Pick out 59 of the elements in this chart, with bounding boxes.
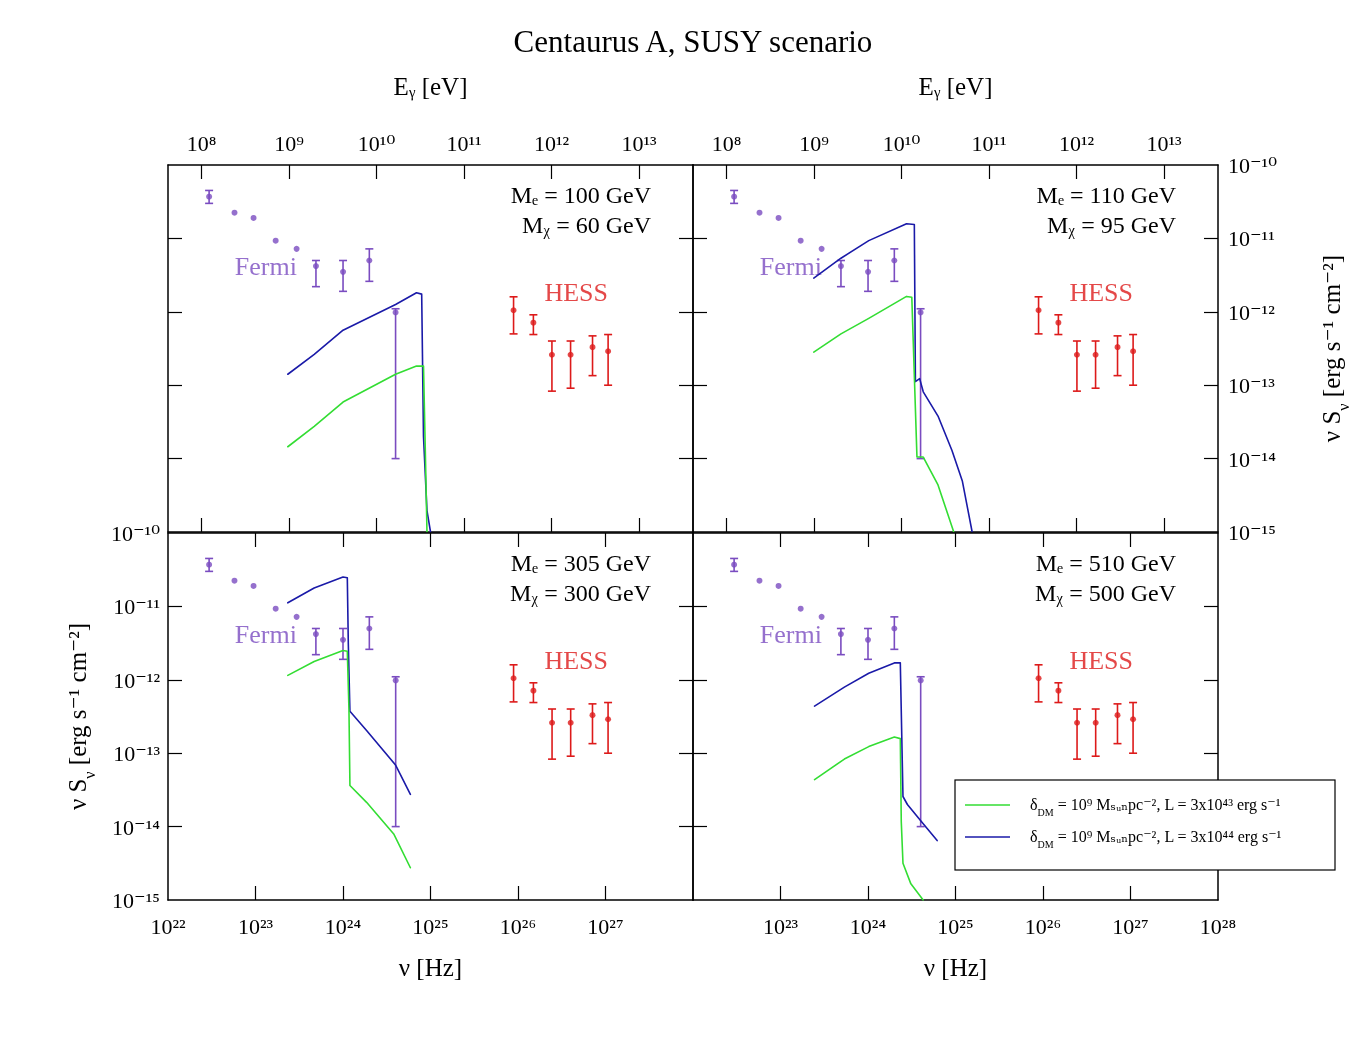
series-label: HESS — [544, 646, 608, 676]
x-tick-label: 10²⁵ — [412, 914, 449, 939]
x-tick-label: 10²⁷ — [1112, 914, 1149, 939]
x-axis-title: Eᵧ [eV] — [393, 73, 468, 101]
series-label: HESS — [544, 278, 608, 308]
x-axis-title: Eᵧ [eV] — [918, 73, 993, 101]
series-label: Fermi — [759, 619, 822, 649]
y-tick-label: 10⁻¹⁰ — [1228, 153, 1278, 178]
x-axis-title: ν [Hz] — [923, 954, 988, 981]
y-tick-label: 10⁻¹² — [113, 667, 161, 693]
annotation: Mₑ = 110 GeV — [1036, 182, 1177, 208]
annotation: Mᵪ = 95 GeV — [1047, 212, 1177, 239]
series-label: HESS — [1069, 278, 1133, 308]
x-tick-label: 10²⁶ — [499, 914, 537, 939]
annotation: Mₑ = 100 GeV — [510, 182, 652, 208]
x-tick-label: 10²⁴ — [849, 914, 887, 939]
x-tick-label: 10²⁵ — [937, 914, 974, 939]
series-label: Fermi — [234, 619, 297, 649]
series-label: HESS — [1069, 646, 1133, 676]
annotation: Mₑ = 510 GeV — [1035, 550, 1177, 576]
y-tick-label: 10⁻¹¹ — [1228, 226, 1275, 252]
legend-label: δ$_{DM}$ = 10⁹ Mₛᵤₙpc⁻², L = 3x10⁴³ erg s⁻¹ — [1030, 796, 1281, 818]
x-tick-label: 10²⁸ — [1199, 914, 1237, 939]
series-label: Fermi — [234, 251, 297, 281]
x-tick-label: 10¹³ — [1146, 131, 1183, 156]
y-tick-label: 10⁻¹² — [1228, 299, 1276, 325]
x-tick-label: 10⁸ — [711, 131, 742, 156]
y-tick-label: 10⁻¹⁴ — [1228, 446, 1277, 472]
y-tick-label: 10⁻¹³ — [113, 741, 161, 767]
x-tick-label: 10²⁴ — [324, 914, 362, 939]
x-tick-label: 10⁹ — [274, 131, 305, 156]
x-tick-label: 10¹⁰ — [882, 131, 921, 156]
x-tick-label: 10¹¹ — [971, 131, 1007, 156]
x-tick-label: 10²⁷ — [587, 914, 624, 939]
legend-label: δ$_{DM}$ = 10⁹ Mₛᵤₙpc⁻², L = 3x10⁴⁴ erg s⁻¹ — [1030, 828, 1282, 850]
y-tick-label: 10⁻¹¹ — [113, 594, 160, 620]
annotation: Mᵪ = 300 GeV — [510, 580, 652, 607]
x-tick-label: 10¹¹ — [446, 131, 482, 156]
y-tick-label: 10⁻¹⁵ — [112, 888, 160, 913]
x-axis-title: ν [Hz] — [398, 954, 463, 981]
y-tick-label: 10⁻¹⁵ — [1228, 520, 1276, 545]
annotation: Mᵪ = 60 GeV — [522, 212, 652, 239]
x-tick-label: 10¹⁰ — [357, 131, 396, 156]
annotation: Mᵪ = 500 GeV — [1035, 580, 1177, 607]
x-tick-label: 10¹³ — [621, 131, 658, 156]
x-tick-label: 10⁸ — [186, 131, 217, 156]
annotation: Mₑ = 305 GeV — [510, 550, 652, 576]
series-label: Fermi — [759, 251, 822, 281]
x-tick-label: 10²² — [150, 914, 186, 939]
chart-title: Centaurus A, SUSY scenario — [513, 24, 873, 59]
x-tick-label: 10²⁶ — [1024, 914, 1062, 939]
y-tick-label: 10⁻¹⁰ — [110, 521, 161, 546]
x-tick-label: 10²³ — [762, 914, 799, 939]
x-tick-label: 10²³ — [237, 914, 274, 939]
x-tick-label: 10¹² — [1058, 131, 1095, 156]
x-tick-label: 10⁹ — [799, 131, 830, 156]
x-tick-label: 10¹² — [533, 131, 570, 156]
y-tick-label: 10⁻¹³ — [1228, 373, 1276, 399]
y-tick-label: 10⁻¹⁴ — [112, 814, 161, 840]
